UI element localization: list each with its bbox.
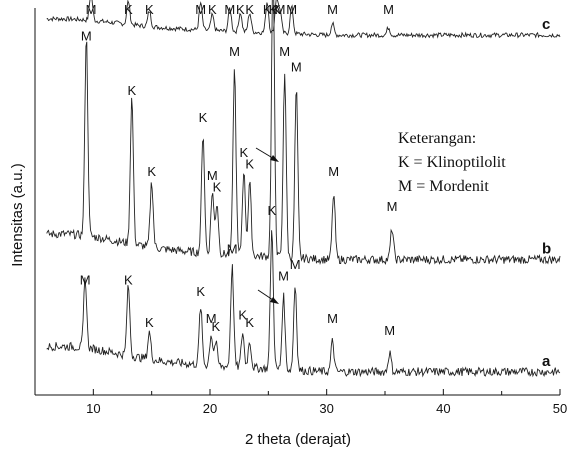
peak-label: M (387, 199, 398, 214)
peak-label: K (238, 307, 247, 322)
peak-label: K (208, 2, 217, 17)
peak-label: M (279, 44, 290, 59)
peak-label: K (145, 315, 154, 330)
peak-label: M (328, 164, 339, 179)
peak-label: M (207, 168, 218, 183)
peak-label: K (124, 273, 133, 288)
peak-label: M (327, 311, 338, 326)
series-layer: c b a (46, 0, 561, 378)
x-tick-label: 40 (436, 401, 450, 416)
x-tick-label: 50 (553, 401, 567, 416)
peak-label: M (290, 257, 301, 272)
peak-label: M (86, 2, 97, 17)
peak-label: M (275, 2, 286, 17)
series-label-c: c (542, 16, 550, 33)
annotation-arrowhead-b (270, 155, 279, 162)
peak-label: M (327, 2, 338, 17)
peak-label: M (206, 311, 217, 326)
x-ticks: 10 20 30 40 50 (34, 389, 567, 416)
legend-title: Keterangan: (398, 130, 476, 147)
peak-label: M (80, 273, 91, 288)
x-axis-label: 2 theta (derajat) (245, 431, 351, 448)
x-tick-label: 20 (203, 401, 217, 416)
series-label-b: b (542, 241, 551, 258)
peak-label: K (267, 203, 276, 218)
peak-label: M (224, 2, 235, 17)
x-tick-label: 30 (319, 401, 333, 416)
peak-label: K (211, 319, 220, 334)
peak-label: M (383, 2, 394, 17)
peak-label: M (278, 269, 289, 284)
peak-label: M (227, 242, 238, 257)
peak-label: K (269, 2, 278, 17)
annotation-arrowhead-a (270, 297, 279, 304)
series-line-b (46, 0, 561, 266)
peak-label: M (286, 2, 297, 17)
peak-label: M (81, 29, 92, 44)
peak-label: K (236, 2, 245, 17)
peak-label: K (124, 2, 133, 17)
legend-entry-m: M = Mordenit (398, 178, 489, 195)
series-label-a: a (542, 353, 551, 370)
legend-entry-k: K = Klinoptilolit (398, 154, 506, 171)
series-line-c (46, 0, 561, 39)
series-line-a (46, 230, 561, 378)
peak-label: K (196, 284, 205, 299)
legend: Keterangan: K = Klinoptilolit M = Morden… (398, 130, 506, 195)
peak-label: K (147, 164, 156, 179)
peak-label: M (291, 60, 302, 75)
peak-label: K (239, 145, 248, 160)
y-axis-label: Intensitas (a.u.) (9, 163, 26, 266)
peak-label: K (245, 2, 254, 17)
peak-label: K (245, 156, 254, 171)
peak-label: K (272, 2, 281, 17)
peak-label: K (263, 2, 272, 17)
peak-label: M (384, 323, 395, 338)
peak-label: K (199, 110, 208, 125)
peak-label: M (229, 44, 240, 59)
peak-label: K (245, 315, 254, 330)
peak-label: K (145, 2, 154, 17)
x-tick-label: 10 (86, 401, 100, 416)
peak-label: K (213, 180, 222, 195)
peak-label: M (195, 2, 206, 17)
peak-label: K (127, 83, 136, 98)
